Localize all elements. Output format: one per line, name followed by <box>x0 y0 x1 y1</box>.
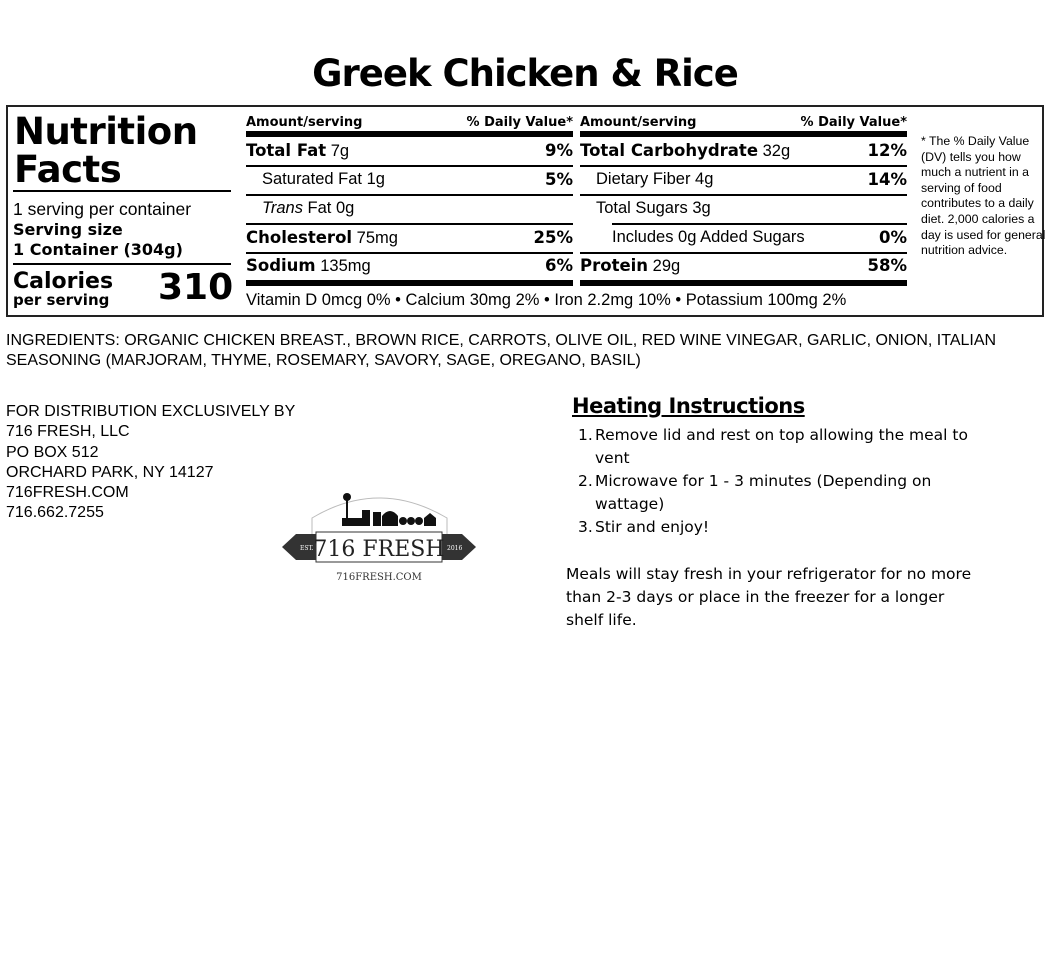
servings-per-container: 1 serving per container <box>13 199 192 219</box>
nutrient-name: Includes 0g Added Sugars <box>612 228 805 246</box>
serving-size-value: 1 Container (304g) <box>13 240 183 259</box>
nutrient-amount: 135mg <box>320 257 371 275</box>
distributor-phone: 716.662.7255 <box>6 504 104 522</box>
nutrient-row: Cholesterol 75mg 25% <box>246 228 573 248</box>
nutrient-dv: 12% <box>867 141 908 160</box>
row-divider <box>246 165 573 167</box>
distributor-website: 716FRESH.COM <box>6 484 129 502</box>
step-text: Microwave for 1 - 3 minutes (Depending o… <box>595 472 932 513</box>
heating-instructions-title: Heating Instructions <box>572 394 805 418</box>
row-divider <box>580 165 907 167</box>
nutrition-facts-heading: Nutrition Facts <box>14 110 198 191</box>
amount-header: Amount/serving <box>246 115 363 130</box>
row-divider <box>612 223 907 225</box>
dv-header: % Daily Value* <box>466 115 573 130</box>
heating-steps: 1. Remove lid and rest on top allowing th… <box>566 424 976 539</box>
daily-value-footnote: * The % Daily Value (DV) tells you how m… <box>921 134 1046 258</box>
per-serving-label: per serving <box>13 291 110 309</box>
nutrient-row: Total Sugars 3g <box>580 199 907 218</box>
row-divider <box>246 223 573 225</box>
nutrient-amount: 4g <box>695 170 714 188</box>
amount-header: Amount/serving <box>580 115 697 130</box>
nutrient-amount: 1g <box>366 170 385 188</box>
nutrient-name: Saturated Fat <box>262 170 362 188</box>
nutrient-name: Trans <box>262 199 303 217</box>
nutrient-dv: 14% <box>867 170 908 189</box>
step-text: Remove lid and rest on top allowing the … <box>595 426 968 467</box>
distributor-line: FOR DISTRIBUTION EXCLUSIVELY BY <box>6 403 296 420</box>
dv-header: % Daily Value* <box>800 115 907 130</box>
thick-divider <box>246 131 573 137</box>
heating-step: 1. Remove lid and rest on top allowing th… <box>578 426 968 467</box>
thick-divider <box>246 280 573 286</box>
nutrient-row: Total Carbohydrate 32g 12% <box>580 141 907 161</box>
distributor-name: 716 FRESH, LLC <box>6 423 130 441</box>
nutrient-dv: 6% <box>544 256 573 275</box>
nutrient-row: Total Fat 7g 9% <box>246 141 573 161</box>
column-header: Amount/serving % Daily Value* <box>246 115 573 130</box>
nutrition-facts-label: Nutrition Facts 1 serving per container … <box>6 105 1046 317</box>
nutrient-name: Total Sugars <box>596 199 688 217</box>
nutrient-name: Total Fat <box>246 141 327 160</box>
calories-value: 310 <box>158 267 234 308</box>
nutrient-row: Saturated Fat 1g 5% <box>246 170 573 189</box>
nutrient-dv: 5% <box>544 170 573 189</box>
nutrient-amount: 32g <box>762 142 791 160</box>
nutrient-row: Includes 0g Added Sugars 0% <box>580 228 907 247</box>
nutrients-right-column: Amount/serving % Daily Value* Total Carboh… <box>580 107 907 287</box>
716-fresh-logo: EST. 2016 716 FRESH 716FRESH.COM <box>282 493 476 583</box>
row-divider <box>246 194 573 196</box>
thick-divider <box>580 131 907 137</box>
row-divider <box>246 252 573 254</box>
nutrient-row: Trans Fat 0g <box>246 199 573 218</box>
nutrient-amount: 75mg <box>356 229 398 247</box>
nutrient-dv: 58% <box>867 256 908 275</box>
heating-step: 2. Microwave for 1 - 3 minutes (Dependin… <box>578 472 932 513</box>
divider <box>13 190 231 192</box>
farm-silhouette-icon <box>342 493 436 526</box>
storage-note: Meals will stay fresh in your refrigerat… <box>566 565 972 629</box>
nutrient-amount: 29g <box>652 257 681 275</box>
column-header: Amount/serving % Daily Value* <box>580 115 907 130</box>
nutrient-dv: 25% <box>533 228 574 247</box>
calories-label: Calories <box>13 269 114 294</box>
nutrient-row: Dietary Fiber 4g 14% <box>580 170 907 189</box>
nutrient-dv: 0% <box>878 228 907 247</box>
nutrient-row: Protein 29g 58% <box>580 256 907 276</box>
logo-url: 716FRESH.COM <box>336 572 422 583</box>
step-text: Stir and enjoy! <box>595 518 710 536</box>
serving-size-label: Serving size <box>13 220 123 239</box>
logo-est: EST. <box>300 545 314 552</box>
nutrient-name: Protein <box>580 256 649 275</box>
nutrients-left-column: Amount/serving % Daily Value* Total Fat 7g… <box>246 107 573 287</box>
nutrient-name: Cholesterol <box>246 228 353 247</box>
divider <box>13 263 231 265</box>
nutrient-dv: 9% <box>544 141 573 160</box>
vitamins-minerals: Vitamin D 0mcg 0% • Calcium 30mg 2% • Ir… <box>246 291 847 309</box>
nutrient-amount: Fat 0g <box>307 199 355 217</box>
nutrient-amount: 7g <box>330 142 350 160</box>
nutrient-name: Total Carbohydrate <box>580 141 759 160</box>
row-divider <box>580 252 907 254</box>
nutrient-name: Sodium <box>246 256 316 275</box>
row-divider <box>580 194 907 196</box>
logo-name: 716 FRESH <box>313 537 444 562</box>
thick-divider <box>580 280 907 286</box>
distributor-info: FOR DISTRIBUTION EXCLUSIVELY BY 716 FRES… <box>6 402 295 524</box>
nutrient-amount: 3g <box>692 199 711 217</box>
page-title: Greek Chicken & Rice <box>312 52 739 95</box>
nutrient-name: Dietary Fiber <box>596 170 691 188</box>
distributor-city: ORCHARD PARK, NY 14127 <box>6 463 214 481</box>
logo-year: 2016 <box>447 545 462 552</box>
distributor-address: PO BOX 512 <box>6 443 99 461</box>
nutrient-row: Sodium 135mg 6% <box>246 256 573 276</box>
heating-step: 3. Stir and enjoy! <box>578 518 710 536</box>
ingredients: INGREDIENTS: ORGANIC CHICKEN BREAST., BR… <box>6 332 997 369</box>
